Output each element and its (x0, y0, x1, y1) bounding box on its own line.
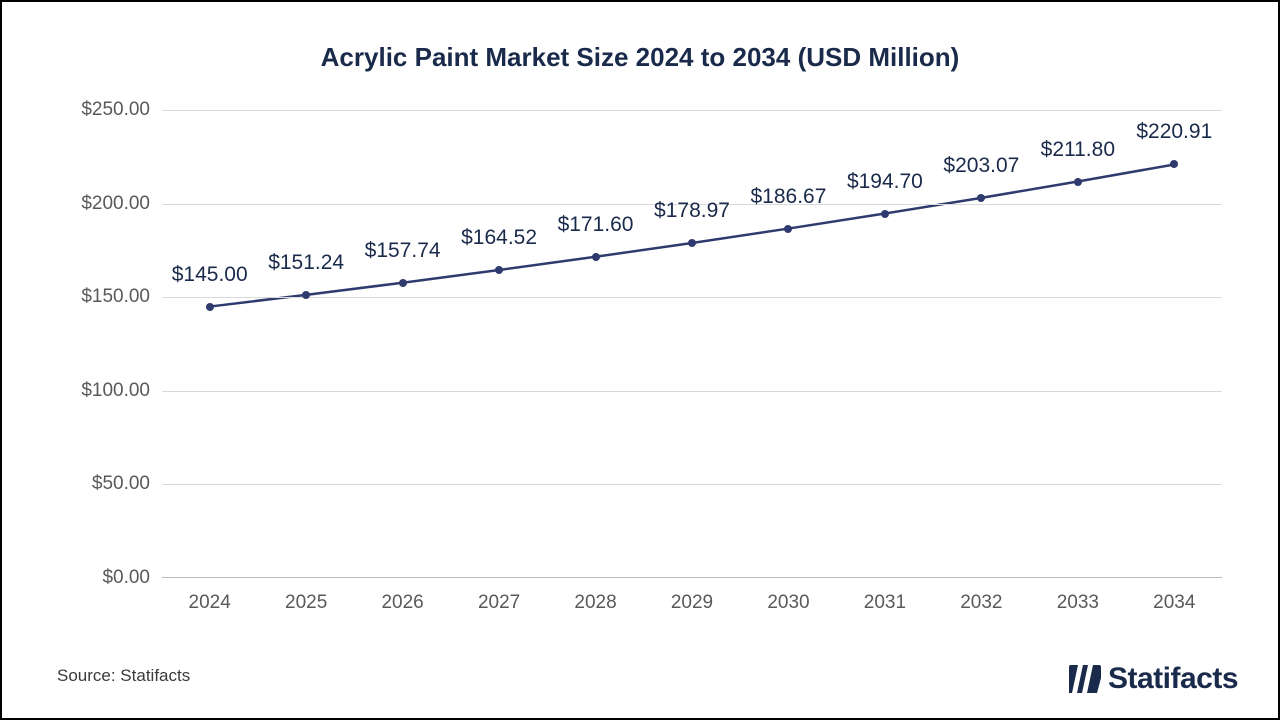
y-tick-label: $200.00 (81, 193, 162, 215)
y-tick-label: $150.00 (81, 286, 162, 308)
x-tick-label: 2025 (285, 578, 327, 614)
data-marker (592, 253, 600, 261)
plot-area: $0.00$50.00$100.00$150.00$200.00$250.002… (162, 110, 1222, 578)
data-label: $203.07 (943, 154, 1019, 178)
brand-icon (1068, 664, 1102, 694)
x-tick-label: 2033 (1057, 578, 1099, 614)
data-marker (206, 303, 214, 311)
brand-text: Statifacts (1108, 662, 1238, 696)
brand-logo: Statifacts (1068, 662, 1238, 696)
data-label: $194.70 (847, 170, 923, 194)
data-label: $145.00 (172, 263, 248, 287)
chart-title: Acrylic Paint Market Size 2024 to 2034 (… (2, 42, 1278, 73)
x-tick-label: 2029 (671, 578, 713, 614)
gridline (162, 391, 1222, 392)
data-label: $178.97 (654, 199, 730, 223)
y-tick-label: $250.00 (81, 99, 162, 121)
data-label: $186.67 (750, 185, 826, 209)
gridline (162, 484, 1222, 485)
gridline (162, 297, 1222, 298)
y-tick-label: $100.00 (81, 380, 162, 402)
data-label: $164.52 (461, 226, 537, 250)
series-line (162, 110, 1222, 578)
data-marker (1074, 178, 1082, 186)
data-marker (399, 279, 407, 287)
data-label: $151.24 (268, 251, 344, 275)
x-tick-label: 2031 (864, 578, 906, 614)
y-tick-label: $50.00 (92, 473, 162, 495)
data-marker (977, 194, 985, 202)
data-marker (302, 291, 310, 299)
data-marker (495, 266, 503, 274)
data-marker (881, 210, 889, 218)
chart-frame: Acrylic Paint Market Size 2024 to 2034 (… (0, 0, 1280, 720)
x-tick-label: 2026 (381, 578, 423, 614)
x-tick-label: 2028 (574, 578, 616, 614)
data-label: $211.80 (1041, 138, 1115, 162)
x-tick-label: 2032 (960, 578, 1002, 614)
y-tick-label: $0.00 (102, 567, 162, 589)
data-marker (1170, 160, 1178, 168)
data-label: $157.74 (365, 239, 441, 263)
source-text: Source: Statifacts (57, 666, 190, 686)
data-marker (784, 225, 792, 233)
data-marker (688, 239, 696, 247)
data-label: $220.91 (1136, 120, 1212, 144)
x-tick-label: 2024 (189, 578, 231, 614)
gridline (162, 110, 1222, 111)
x-tick-label: 2027 (478, 578, 520, 614)
data-label: $171.60 (558, 213, 634, 237)
x-tick-label: 2030 (767, 578, 809, 614)
x-tick-label: 2034 (1153, 578, 1195, 614)
